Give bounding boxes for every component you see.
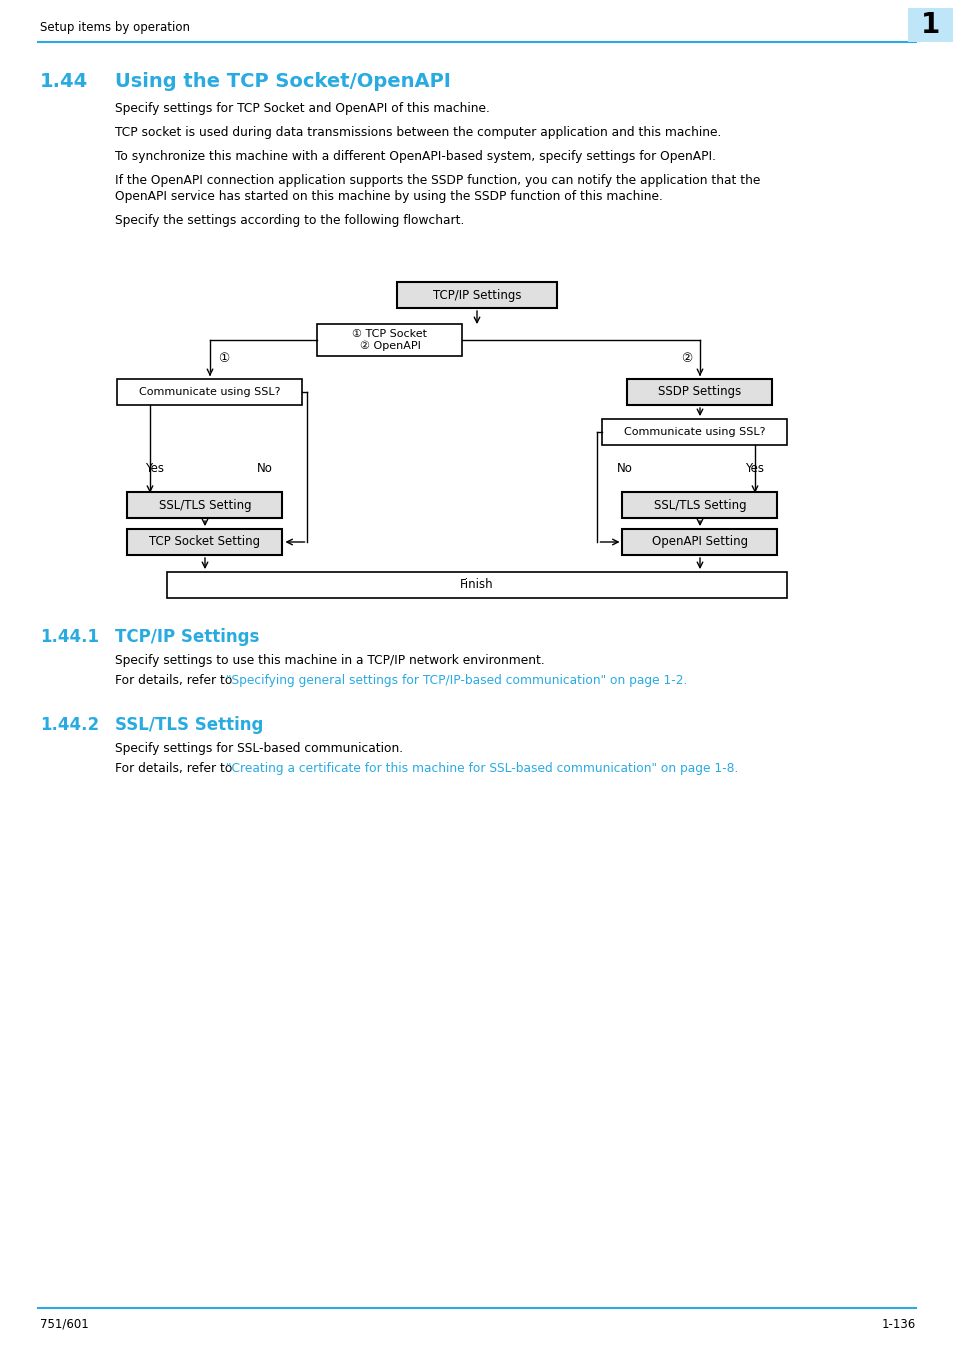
Text: For details, refer to: For details, refer to <box>115 761 236 775</box>
Text: Yes: Yes <box>146 462 164 474</box>
Text: 1.44.2: 1.44.2 <box>40 716 99 734</box>
Text: Communicate using SSL?: Communicate using SSL? <box>139 387 280 397</box>
Text: "Creating a certificate for this machine for SSL-based communication" on page 1-: "Creating a certificate for this machine… <box>226 761 738 775</box>
Text: ① TCP Socket
② OpenAPI: ① TCP Socket ② OpenAPI <box>352 329 427 351</box>
FancyBboxPatch shape <box>117 379 302 405</box>
Text: "Specifying general settings for TCP/IP-based communication" on page 1-2.: "Specifying general settings for TCP/IP-… <box>226 674 687 687</box>
Text: 1-136: 1-136 <box>881 1318 915 1331</box>
Text: TCP Socket Setting: TCP Socket Setting <box>150 536 260 548</box>
FancyBboxPatch shape <box>396 282 557 308</box>
Text: If the OpenAPI connection application supports the SSDP function, you can notify: If the OpenAPI connection application su… <box>115 174 760 188</box>
Text: No: No <box>256 462 273 474</box>
Text: 1.44.1: 1.44.1 <box>40 628 99 647</box>
Text: Yes: Yes <box>744 462 763 474</box>
FancyBboxPatch shape <box>128 491 282 518</box>
Text: SSDP Settings: SSDP Settings <box>658 386 740 398</box>
Text: ①: ① <box>218 352 229 365</box>
FancyBboxPatch shape <box>128 529 282 555</box>
FancyBboxPatch shape <box>622 491 777 518</box>
Text: 751/601: 751/601 <box>40 1318 89 1331</box>
Text: Setup items by operation: Setup items by operation <box>40 20 190 34</box>
Text: Specify settings to use this machine in a TCP/IP network environment.: Specify settings to use this machine in … <box>115 653 544 667</box>
FancyBboxPatch shape <box>907 8 953 42</box>
Text: 1: 1 <box>921 11 940 39</box>
FancyBboxPatch shape <box>602 418 786 446</box>
Text: SSL/TLS Setting: SSL/TLS Setting <box>653 498 745 512</box>
Text: SSL/TLS Setting: SSL/TLS Setting <box>115 716 263 734</box>
FancyBboxPatch shape <box>622 529 777 555</box>
Text: Finish: Finish <box>459 579 494 591</box>
Text: ②: ② <box>680 352 691 365</box>
Text: To synchronize this machine with a different OpenAPI-based system, specify setti: To synchronize this machine with a diffe… <box>115 150 716 163</box>
Text: SSL/TLS Setting: SSL/TLS Setting <box>158 498 251 512</box>
Text: 1.44: 1.44 <box>40 72 89 90</box>
Text: No: No <box>617 462 632 474</box>
Text: For details, refer to: For details, refer to <box>115 674 236 687</box>
Text: OpenAPI service has started on this machine by using the SSDP function of this m: OpenAPI service has started on this mach… <box>115 190 662 202</box>
Text: Specify settings for SSL-based communication.: Specify settings for SSL-based communica… <box>115 743 403 755</box>
FancyBboxPatch shape <box>167 572 786 598</box>
Text: TCP/IP Settings: TCP/IP Settings <box>115 628 259 647</box>
Text: Using the TCP Socket/OpenAPI: Using the TCP Socket/OpenAPI <box>115 72 451 90</box>
Text: Specify the settings according to the following flowchart.: Specify the settings according to the fo… <box>115 215 464 227</box>
Text: Specify settings for TCP Socket and OpenAPI of this machine.: Specify settings for TCP Socket and Open… <box>115 103 489 115</box>
Text: Communicate using SSL?: Communicate using SSL? <box>623 427 765 437</box>
FancyBboxPatch shape <box>627 379 772 405</box>
Text: TCP socket is used during data transmissions between the computer application an: TCP socket is used during data transmiss… <box>115 126 720 139</box>
FancyBboxPatch shape <box>317 324 462 356</box>
Text: OpenAPI Setting: OpenAPI Setting <box>651 536 747 548</box>
Text: TCP/IP Settings: TCP/IP Settings <box>433 289 520 301</box>
